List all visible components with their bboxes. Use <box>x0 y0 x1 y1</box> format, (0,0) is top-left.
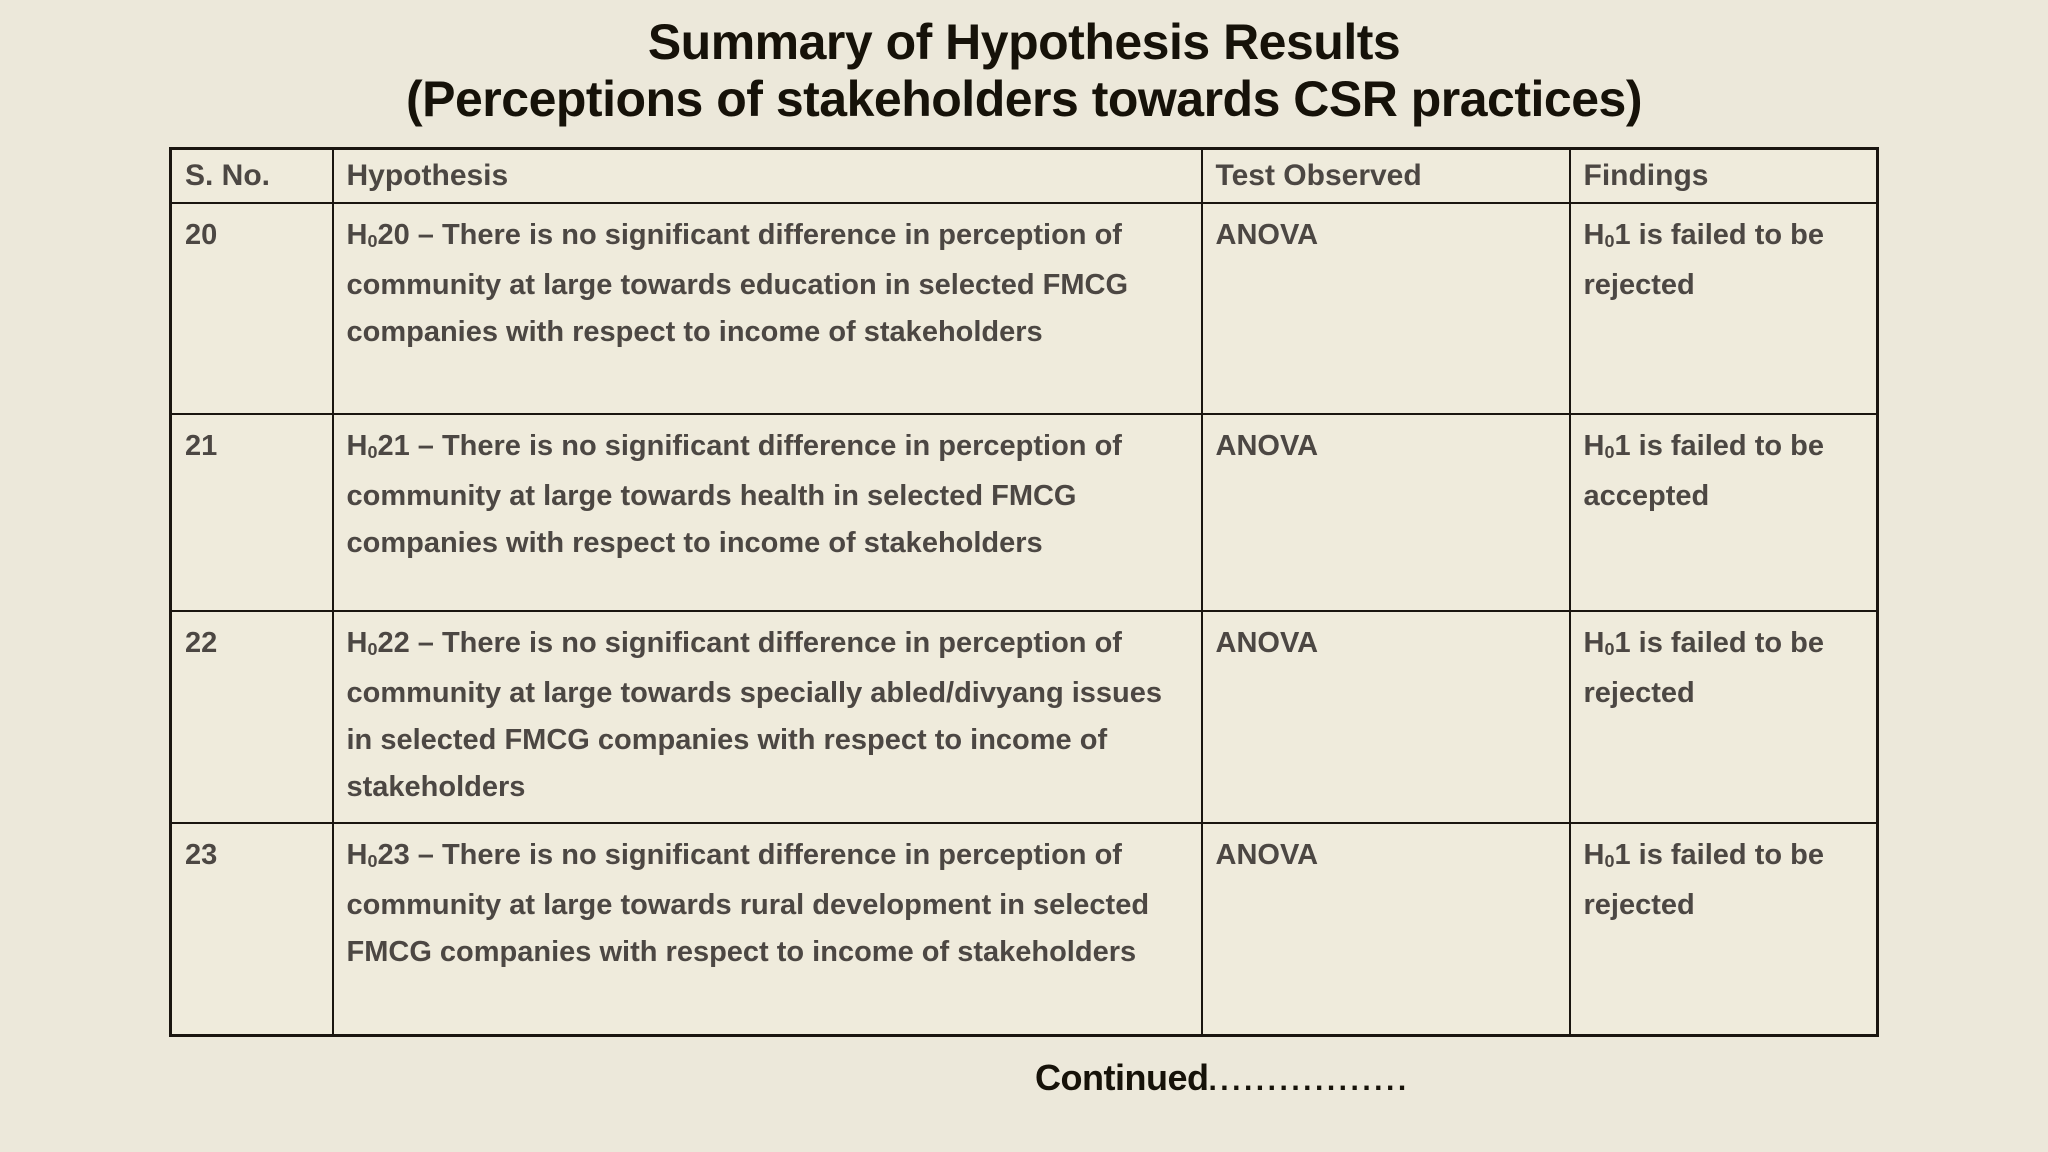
cell-serial-number: 23 <box>169 821 334 1037</box>
serial-number: 21 <box>185 429 218 462</box>
continued-label: Continued <box>1035 1057 1209 1098</box>
test-observed-value: ANOVA <box>1215 218 1319 251</box>
title-block: Summary of Hypothesis Results (Perceptio… <box>0 0 2048 128</box>
serial-number: 22 <box>185 626 218 659</box>
table-row: 23 H023 – There is no significant differ… <box>169 821 1879 1037</box>
findings-symbol: H01 <box>1583 218 1631 251</box>
cell-serial-number: 20 <box>169 201 334 415</box>
table-header: S. No. Hypothesis Test Observed Findings <box>169 147 1879 204</box>
findings-text: is failed to be rejected <box>1583 626 1824 709</box>
page-subtitle: (Perceptions of stakeholders towards CSR… <box>406 71 1642 127</box>
findings-symbol: H01 <box>1583 838 1631 871</box>
column-header-serial-number: S. No. <box>169 147 334 204</box>
column-header-findings: Findings <box>1568 147 1879 204</box>
findings-symbol: H01 <box>1583 429 1631 462</box>
test-observed-value: ANOVA <box>1215 626 1319 659</box>
cell-findings: H01 is failed to be rejected <box>1568 821 1879 1037</box>
hypothesis-text: – There is no significant difference in … <box>346 626 1163 803</box>
hypothesis-text: – There is no significant difference in … <box>346 429 1122 559</box>
header-row: S. No. Hypothesis Test Observed Findings <box>169 147 1879 204</box>
findings-text: is failed to be rejected <box>1583 218 1824 301</box>
hypothesis-text: – There is no significant difference in … <box>346 838 1150 968</box>
cell-hypothesis: H023 – There is no significant differenc… <box>331 821 1203 1037</box>
cell-findings: H01 is failed to be accepted <box>1568 412 1879 612</box>
hypothesis-symbol: H022 <box>346 626 410 659</box>
test-observed-value: ANOVA <box>1215 429 1319 462</box>
cell-findings: H01 is failed to be rejected <box>1568 201 1879 415</box>
serial-number: 23 <box>185 838 218 871</box>
cell-serial-number: 21 <box>169 412 334 612</box>
hypothesis-text: – There is no significant difference in … <box>346 218 1129 348</box>
page-title: Summary of Hypothesis Results <box>647 14 1401 70</box>
cell-test-observed: ANOVA <box>1200 412 1571 612</box>
table-row: 21 H021 – There is no significant differ… <box>169 412 1879 612</box>
column-header-hypothesis: Hypothesis <box>331 147 1203 204</box>
cell-test-observed: ANOVA <box>1200 821 1571 1037</box>
hypothesis-symbol: H020 <box>346 218 410 251</box>
continued-note: Continued................. <box>1035 1057 2048 1099</box>
cell-hypothesis: H022 – There is no significant differenc… <box>331 609 1203 824</box>
column-header-test-observed: Test Observed <box>1200 147 1571 204</box>
cell-hypothesis: H021 – There is no significant differenc… <box>331 412 1203 612</box>
serial-number: 20 <box>185 218 218 251</box>
table-body: 20 H020 – There is no significant differ… <box>169 201 1879 1037</box>
findings-text: is failed to be accepted <box>1583 429 1824 512</box>
hypothesis-symbol: H023 <box>346 838 410 871</box>
cell-serial-number: 22 <box>169 609 334 824</box>
table-row: 20 H020 – There is no significant differ… <box>169 201 1879 415</box>
cell-test-observed: ANOVA <box>1200 201 1571 415</box>
findings-symbol: H01 <box>1583 626 1631 659</box>
continued-dots: ................. <box>1208 1064 1410 1097</box>
findings-text: is failed to be rejected <box>1583 838 1824 921</box>
cell-test-observed: ANOVA <box>1200 609 1571 824</box>
hypothesis-symbol: H021 <box>346 429 410 462</box>
table-row: 22 H022 – There is no significant differ… <box>169 609 1879 824</box>
hypothesis-results-table: S. No. Hypothesis Test Observed Findings… <box>169 147 1879 1037</box>
cell-findings: H01 is failed to be rejected <box>1568 609 1879 824</box>
test-observed-value: ANOVA <box>1215 838 1319 871</box>
cell-hypothesis: H020 – There is no significant differenc… <box>331 201 1203 415</box>
